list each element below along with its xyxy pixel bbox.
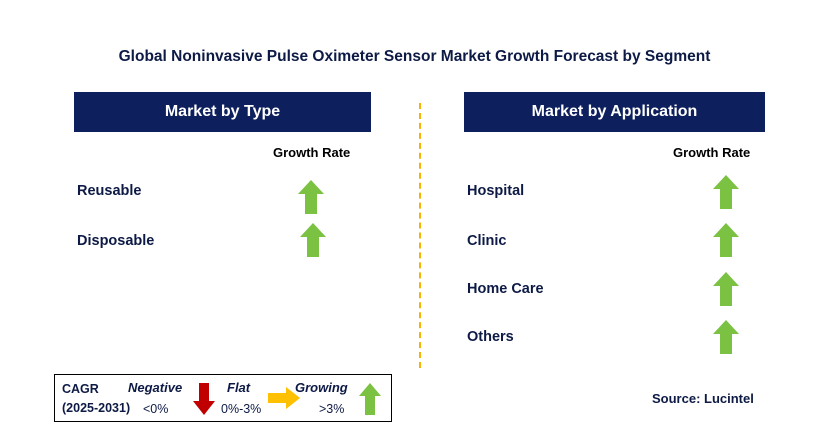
source-label: Source: Lucintel	[652, 391, 754, 406]
segment-label-home-care: Home Care	[467, 281, 544, 297]
growth-rate-heading-type: Growth Rate	[273, 145, 351, 160]
legend-growing-value: >3%	[319, 402, 345, 416]
segment-label-clinic: Clinic	[467, 233, 507, 249]
panel-header-application: Market by Application	[464, 92, 765, 132]
panel-divider	[419, 103, 421, 368]
up-arrow-icon	[300, 223, 326, 257]
right-arrow-icon	[268, 387, 300, 409]
legend-cagr-label: CAGR	[62, 382, 99, 396]
segment-label-others: Others	[467, 329, 514, 345]
legend-flat-value: 0%-3%	[221, 402, 262, 416]
legend-negative-value: <0%	[143, 402, 169, 416]
up-arrow-icon	[713, 272, 739, 306]
legend-flat-label: Flat	[227, 380, 251, 395]
legend-period-label: (2025-2031)	[62, 401, 131, 415]
segment-label-hospital: Hospital	[467, 183, 525, 199]
panel-header-type: Market by Type	[74, 92, 371, 132]
legend-box: CAGR (2025-2031) Negative <0% Flat 0%-3%…	[54, 374, 392, 422]
up-arrow-icon	[713, 223, 739, 257]
down-arrow-icon	[193, 383, 215, 415]
up-arrow-icon	[359, 383, 381, 415]
segment-label-reusable: Reusable	[77, 183, 142, 199]
segment-label-disposable: Disposable	[77, 233, 155, 249]
legend-negative-label: Negative	[128, 380, 183, 395]
legend-growing-label: Growing	[295, 380, 348, 395]
up-arrow-icon	[298, 180, 324, 214]
growth-rate-heading-application: Growth Rate	[673, 145, 751, 160]
page-title: Global Noninvasive Pulse Oximeter Sensor…	[118, 48, 711, 65]
up-arrow-icon	[713, 320, 739, 354]
up-arrow-icon	[713, 175, 739, 209]
